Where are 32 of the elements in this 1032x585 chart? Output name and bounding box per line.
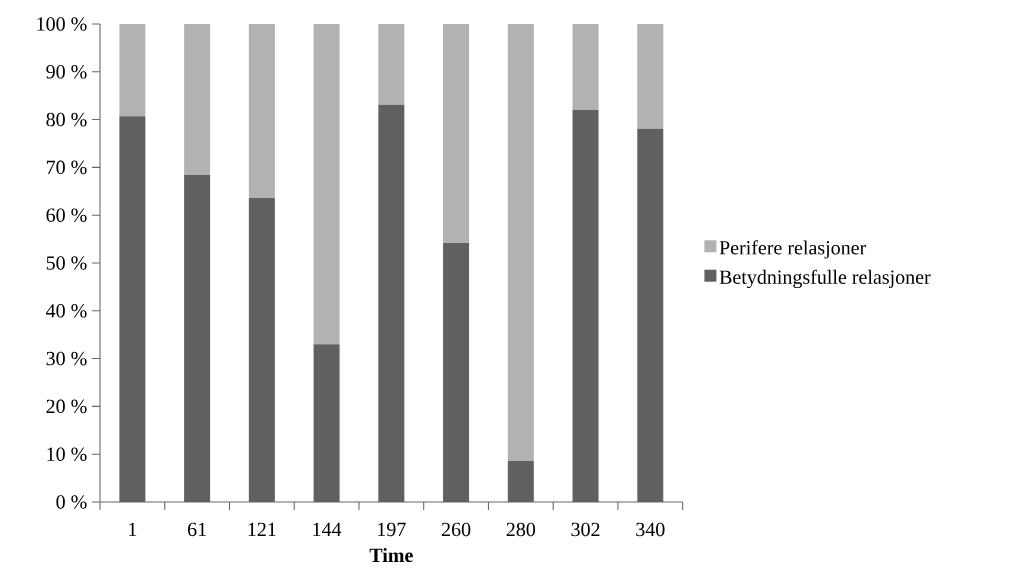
x-tick-label: 302	[571, 522, 600, 537]
x-tick-label: 144	[313, 522, 342, 536]
bar	[507, 23, 534, 461]
y-tick-label: 30 %	[46, 351, 87, 366]
legend-label: Betydningsfulle relasjoner	[719, 269, 931, 289]
bar	[443, 23, 470, 243]
bar	[378, 23, 405, 105]
y-tick-label: 50 %	[46, 256, 87, 270]
x-tick-label: 197	[378, 522, 406, 537]
y-tick-label: 70 %	[46, 160, 87, 175]
bar	[184, 23, 211, 176]
y-tick-label: 60 %	[46, 208, 87, 222]
legend-label: Perifere relasjoner	[719, 240, 867, 259]
x-tick-label: 260	[441, 522, 471, 537]
bar	[248, 23, 275, 198]
y-tick-label: 100 %	[37, 17, 87, 31]
bar	[119, 23, 146, 117]
x-tick-label: 121	[248, 522, 276, 536]
x-tick-label: 1	[129, 522, 137, 536]
bar	[313, 23, 340, 345]
y-tick-label: 0 %	[56, 495, 87, 509]
bar	[637, 23, 664, 129]
x-tick-label: 61	[187, 522, 206, 537]
x-tick-label: 340	[636, 522, 665, 537]
y-tick-label: 80 %	[46, 112, 87, 127]
y-tick-label: 20 %	[46, 399, 87, 414]
bar	[572, 23, 599, 111]
y-tick-label: 10 %	[47, 447, 87, 461]
x-axis-title: Time	[369, 548, 413, 563]
y-tick-label: 90 %	[46, 65, 87, 79]
y-tick-label: 40 %	[46, 304, 87, 318]
x-tick-label: 280	[506, 522, 536, 537]
